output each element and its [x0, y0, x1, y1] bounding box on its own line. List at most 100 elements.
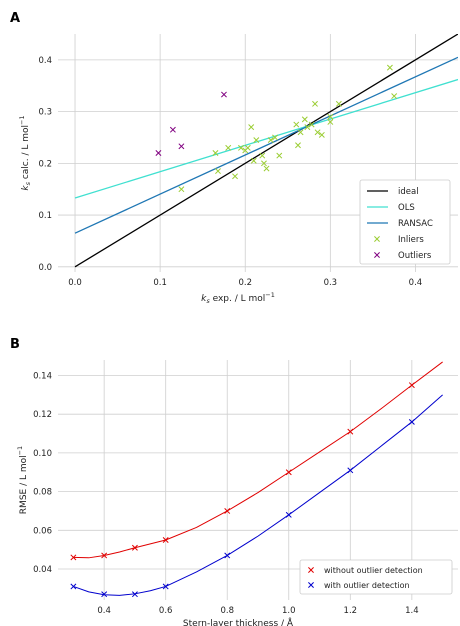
x-label-rest: exp. / L mol — [210, 294, 266, 304]
point-inliers — [267, 137, 274, 144]
y-tick-label: 0.2 — [38, 159, 52, 169]
data-point — [285, 511, 292, 518]
x-tick-label: 0.6 — [159, 606, 173, 616]
y-tick-label: 0.0 — [38, 263, 52, 273]
point-inliers — [263, 165, 270, 172]
x-tick-label: 0.1 — [153, 278, 167, 288]
series-line-ideal — [74, 34, 458, 268]
point-inliers — [250, 157, 257, 164]
point-inliers — [318, 131, 325, 138]
y-tick-label: 0.1 — [38, 211, 52, 221]
data-point — [101, 591, 108, 598]
legend-label: without outlier detection — [324, 566, 423, 575]
y-axis-label: ks calc. / L mol−1 — [18, 115, 32, 190]
point-inliers — [297, 129, 304, 136]
legend-label: with outlier detection — [324, 581, 410, 590]
x-label-k: k — [201, 294, 207, 304]
point-inliers — [244, 144, 251, 151]
data-point — [347, 428, 354, 435]
point-inliers — [272, 134, 278, 141]
panel-label: B — [10, 337, 20, 352]
point-inliers — [308, 121, 315, 128]
y-tick-label: 0.14 — [33, 371, 52, 381]
point-inliers — [386, 64, 393, 71]
point-outliers — [178, 143, 185, 150]
point-inliers — [327, 119, 334, 125]
y-tick-label: 0.10 — [33, 449, 52, 459]
y-label-sup: −1 — [16, 446, 24, 456]
data-point — [70, 583, 77, 590]
point-inliers — [232, 173, 238, 180]
point-inliers — [304, 124, 311, 131]
legend-label: Outliers — [398, 251, 432, 261]
point-outliers — [155, 150, 162, 156]
x-tick-label: 0.3 — [324, 278, 338, 288]
point-inliers — [391, 93, 398, 100]
y-label-sub: s — [24, 181, 32, 185]
x-tick-label: 1.2 — [344, 606, 358, 616]
y-label-main: RMSE / L mol — [19, 455, 29, 514]
legend-label: OLS — [398, 203, 415, 213]
legend: without outlier detection with outlier de… — [299, 559, 453, 595]
data-point — [285, 469, 292, 476]
y-tick-label: 0.12 — [33, 410, 52, 420]
series-line-ols — [74, 78, 458, 199]
data-point — [70, 554, 77, 561]
legend-label: RANSAC — [398, 219, 433, 229]
point-inliers — [335, 100, 342, 107]
y-label-sup: −1 — [18, 115, 26, 125]
point-outliers — [169, 126, 176, 133]
point-inliers — [276, 152, 283, 159]
point-inliers — [225, 144, 232, 151]
legend-swatch — [308, 582, 314, 588]
x-axis-label: Stern-layer thickness / Å — [183, 617, 294, 626]
data-point — [224, 508, 231, 514]
point-inliers — [327, 113, 334, 120]
y-label-k: k — [21, 185, 31, 191]
grid — [58, 360, 458, 600]
legend: ideal OLS RANSAC Inliers Outliers — [359, 179, 451, 265]
y-tick-label: 0.04 — [33, 565, 52, 575]
y-tick-label: 0.08 — [33, 488, 52, 498]
x-tick-label: 0.4 — [97, 606, 111, 616]
x-tick-label: 0.2 — [238, 278, 252, 288]
legend-label: ideal — [398, 187, 419, 197]
legend-box — [359, 179, 451, 265]
x-tick-label: 0.8 — [220, 606, 234, 616]
plot-marks — [74, 34, 458, 268]
y-axis-label: RMSE / L mol−1 — [16, 446, 29, 514]
series-curve — [73, 394, 443, 596]
series-line-ransac — [74, 56, 458, 234]
x-label-sub: s — [206, 297, 210, 305]
point-inliers — [314, 129, 321, 136]
legend-swatch — [308, 567, 314, 573]
legend-box — [299, 559, 453, 595]
data-point — [162, 537, 169, 543]
point-inliers — [248, 124, 255, 131]
point-inliers — [259, 152, 266, 159]
point-inliers — [215, 168, 221, 175]
x-tick-label: 1.0 — [282, 606, 296, 616]
panel-b: B 0.4 0.6 0.8 1.0 1.2 1.4 0.04 0.06 0.08 0.10 0.12 0… — [10, 337, 458, 626]
point-inliers — [253, 137, 260, 144]
point-inliers — [312, 100, 318, 107]
data-point — [347, 467, 354, 474]
data-point — [408, 382, 415, 389]
point-inliers — [295, 142, 301, 149]
point-inliers — [178, 186, 185, 193]
plot-marks — [70, 361, 443, 598]
point-outliers — [221, 91, 227, 98]
panel-a: A0.0 0.1 0.2 0.3 0.40.00.10.20.30.4ks exp. /… — [10, 11, 458, 305]
data-point — [131, 591, 138, 598]
point-inliers — [212, 150, 219, 156]
y-tick-label: 0.3 — [38, 108, 52, 118]
point-inliers — [238, 144, 244, 151]
panel-label: A — [10, 11, 20, 26]
legend-label: Inliers — [398, 235, 424, 245]
point-inliers — [293, 121, 300, 128]
data-point — [224, 552, 231, 559]
legend-swatch-inliers — [374, 236, 380, 242]
y-tick-label: 0.4 — [38, 56, 52, 66]
point-inliers — [261, 160, 267, 167]
